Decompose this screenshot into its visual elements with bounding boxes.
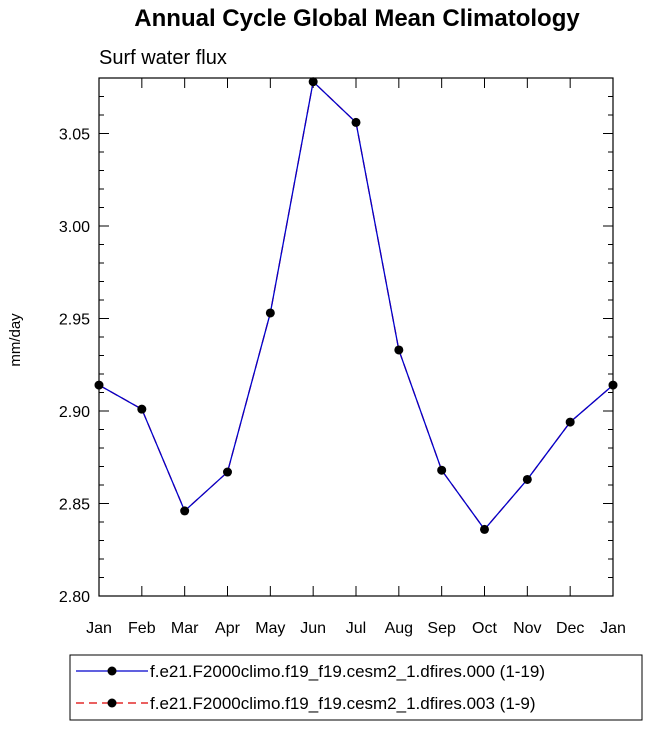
- legend-marker: [107, 666, 117, 676]
- legend-label: f.e21.F2000climo.f19_f19.cesm2_1.dfires.…: [150, 662, 545, 681]
- y-tick-label: 2.85: [59, 497, 90, 514]
- legend: [69, 654, 643, 721]
- y-axis-label: mm/day: [7, 313, 24, 367]
- x-tick-label: Jul: [346, 620, 366, 637]
- y-tick-label: 2.80: [59, 589, 90, 606]
- x-tick-label: May: [255, 620, 285, 637]
- x-tick-labels: Jan Feb Mar Apr May Jun Jul Aug Sep Oct Nov Dec Jan: [86, 620, 626, 637]
- series-markers: [94, 77, 618, 534]
- data-point: [437, 465, 447, 475]
- data-point: [265, 308, 275, 318]
- data-point: [394, 345, 404, 355]
- x-tick-label: Oct: [472, 620, 497, 637]
- y-tick-label: 3.05: [59, 127, 90, 144]
- data-point: [137, 404, 147, 414]
- x-tick-label: Jan: [600, 620, 626, 637]
- data-point: [522, 474, 532, 484]
- y-tick-label: 3.00: [59, 219, 90, 236]
- data-point: [351, 117, 361, 127]
- legend-entries: f.e21.F2000climo.f19_f19.cesm2_1.dfires.…: [76, 662, 545, 713]
- y-tick-labels: 2.80 2.85 2.90 2.95 3.00 3.05: [59, 127, 90, 607]
- plot-area: [98, 77, 614, 597]
- series-lines: [98, 80, 614, 531]
- y-tick-label: 2.90: [59, 404, 90, 421]
- chart-subtitle: Surf water flux: [99, 47, 227, 69]
- y-tick-label: 2.95: [59, 312, 90, 329]
- data-point: [608, 380, 618, 390]
- x-tick-label: Nov: [513, 620, 541, 637]
- x-tick-label: Mar: [171, 620, 199, 637]
- x-tick-label: Jan: [86, 620, 112, 637]
- x-tick-label: Feb: [128, 620, 156, 637]
- chart-title: Annual Cycle Global Mean Climatology: [134, 5, 580, 32]
- series-line: [98, 80, 614, 531]
- data-point: [180, 506, 190, 516]
- x-tick-label: Jun: [300, 620, 326, 637]
- axis-ticks: [98, 77, 614, 597]
- legend-marker: [107, 698, 117, 708]
- legend-label: f.e21.F2000climo.f19_f19.cesm2_1.dfires.…: [150, 694, 536, 713]
- x-tick-label: Apr: [215, 620, 241, 637]
- data-point: [308, 77, 318, 87]
- series-line: [98, 80, 614, 531]
- data-point: [94, 380, 104, 390]
- x-tick-label: Sep: [427, 620, 456, 637]
- x-tick-label: Dec: [556, 620, 584, 637]
- x-tick-label: Aug: [385, 620, 413, 637]
- data-point: [223, 467, 232, 477]
- data-point: [480, 524, 489, 534]
- data-point: [565, 417, 575, 427]
